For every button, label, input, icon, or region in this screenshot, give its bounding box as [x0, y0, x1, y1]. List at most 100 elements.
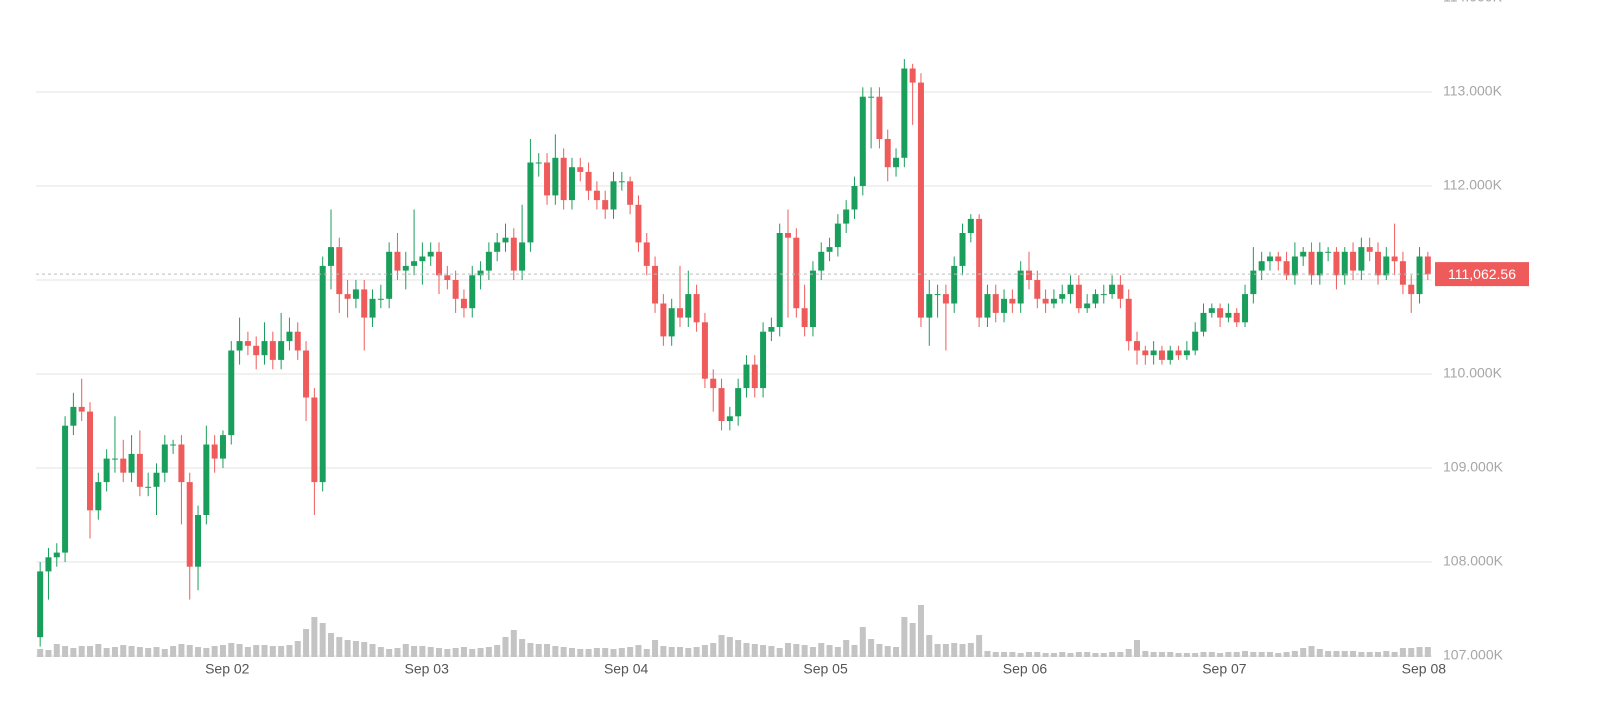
volume-bar [1167, 652, 1174, 657]
candle-body [602, 200, 609, 210]
candle-body [1266, 256, 1273, 262]
volume-bar [926, 635, 933, 657]
candle-body [186, 482, 193, 567]
candle-body [170, 444, 177, 446]
candle-body [527, 162, 534, 243]
candle-body [1025, 270, 1032, 280]
candle-body [485, 251, 492, 271]
candle-body [1167, 350, 1174, 360]
candle-body [1001, 298, 1008, 313]
candle-body [851, 186, 858, 210]
volume-bar [834, 647, 841, 657]
volume-bar [1325, 651, 1332, 657]
candle-body [494, 242, 501, 252]
candle-body [1283, 261, 1290, 276]
volume-bar [1391, 652, 1398, 657]
volume-bar [893, 647, 900, 657]
volume-bar [909, 623, 916, 657]
candle-body [1200, 312, 1207, 332]
volume-bar [1125, 649, 1132, 657]
candle-body [427, 251, 434, 257]
volume-bar [793, 644, 800, 657]
volume-bar [344, 640, 351, 657]
volume-bar [967, 643, 974, 657]
candle-body [1117, 284, 1124, 299]
volume-bar [1275, 653, 1282, 657]
candle-body [444, 275, 451, 280]
volume-bar [1134, 640, 1141, 657]
volume-bar [411, 646, 418, 657]
volume-bar [53, 644, 60, 657]
candle-body [219, 435, 226, 459]
candle-body [477, 270, 484, 276]
volume-bar [876, 644, 883, 657]
candle-body [660, 303, 667, 337]
y-tick-label: 112.000K [1443, 177, 1503, 193]
candle-body [552, 157, 559, 196]
candle-body [278, 341, 285, 360]
volume-bar [768, 646, 775, 657]
candle-body [236, 341, 243, 351]
volume-bar [560, 647, 567, 657]
candle-body [726, 416, 733, 421]
volume-bar [743, 643, 750, 657]
candle-body [460, 298, 467, 309]
volume-bar [1084, 652, 1091, 657]
volume-bar [494, 645, 501, 657]
volume-bar [660, 646, 667, 657]
volume-bar [1150, 652, 1157, 657]
x-tick-label: Sep 03 [405, 661, 450, 677]
volume-bar [319, 623, 326, 657]
candle-body [45, 557, 52, 572]
volume-bar [1399, 648, 1406, 657]
candle-body [1350, 251, 1357, 271]
volume-bar [942, 644, 949, 657]
volume-bar [618, 648, 625, 657]
candle-body [693, 294, 700, 323]
volume-bar [510, 630, 517, 657]
candle-body [394, 251, 401, 271]
volume-bar [436, 648, 443, 657]
candle-body [785, 233, 792, 238]
candle-body [203, 444, 210, 515]
candle-body [369, 298, 376, 318]
volume-bar [951, 643, 958, 657]
candle-body [843, 209, 850, 224]
candle-body [593, 190, 600, 201]
y-tick-label: 114.000K [1443, 0, 1503, 5]
candle-body [809, 270, 816, 327]
volume-bar [568, 648, 575, 657]
volume-bar [1117, 652, 1124, 657]
candle-body [1150, 350, 1157, 356]
volume-bar [751, 644, 758, 657]
volume-bar [1017, 653, 1024, 657]
candle-body [868, 96, 875, 98]
candle-body [568, 167, 575, 201]
volume-bar [203, 648, 210, 657]
candle-body [917, 82, 924, 318]
candle-body [1192, 331, 1199, 351]
volume-bar [1100, 653, 1107, 657]
volume-bar [502, 637, 509, 657]
candle-body [959, 233, 966, 266]
candle-body [535, 162, 542, 164]
volume-bar [460, 647, 467, 657]
candle-body [95, 482, 102, 511]
candle-body [1291, 256, 1298, 276]
candle-body [610, 181, 617, 210]
candle-body [1175, 350, 1182, 356]
last-price-label: 111,062.56 [1448, 266, 1516, 282]
candle-body [1233, 312, 1240, 323]
candle-body [718, 388, 725, 421]
volume-bar [78, 646, 85, 657]
volume-bar [917, 605, 924, 657]
volume-bar [427, 647, 434, 657]
volume-bar [826, 645, 833, 657]
candle-body [211, 444, 218, 459]
candle-body [386, 251, 393, 299]
candle-body [1300, 251, 1307, 257]
candle-body [1383, 256, 1390, 276]
candle-body [1050, 298, 1057, 304]
candle-body [1358, 247, 1365, 271]
